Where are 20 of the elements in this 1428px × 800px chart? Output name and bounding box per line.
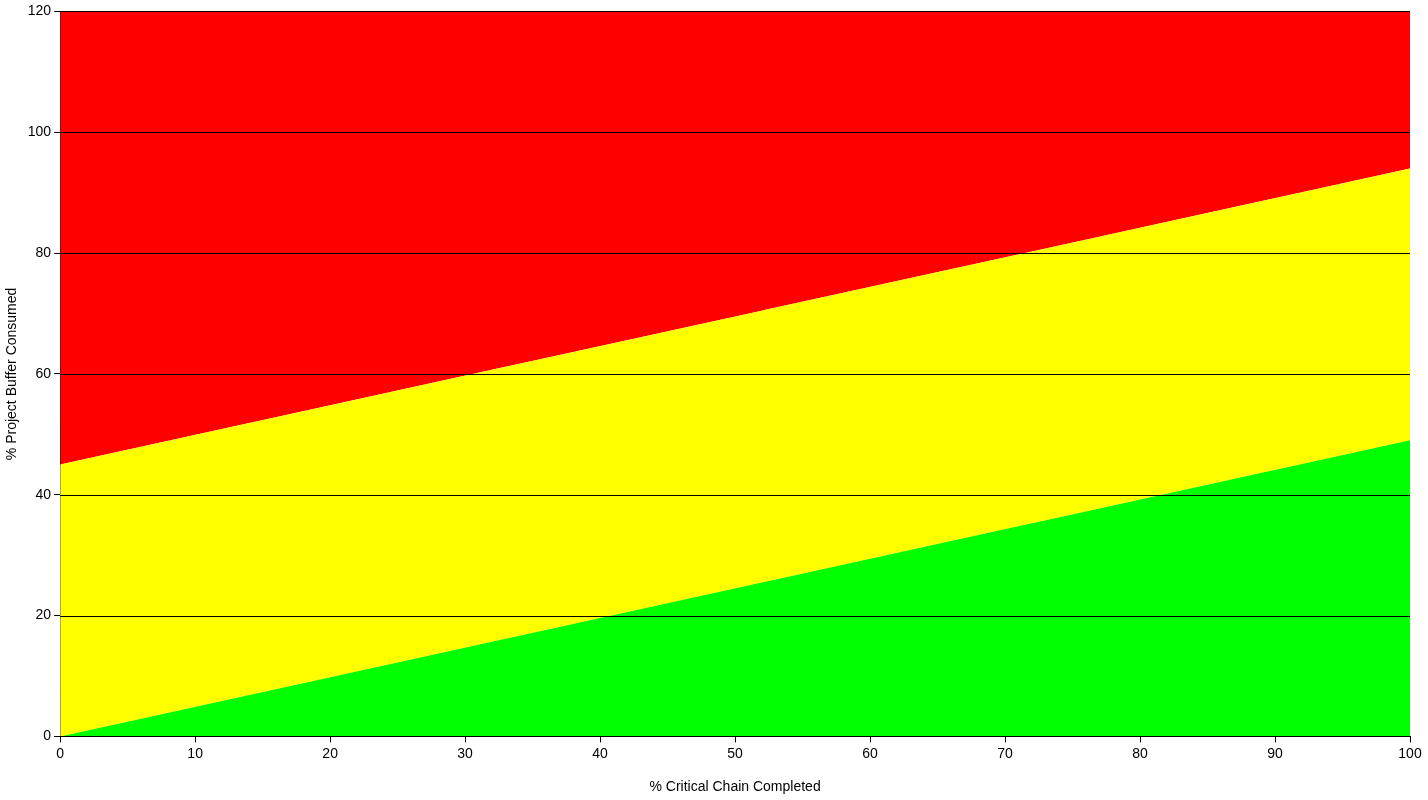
x-tick-label: 70	[997, 744, 1014, 761]
y-tick-label: 60	[35, 364, 52, 381]
x-axis-title: % Critical Chain Completed	[649, 778, 821, 795]
y-tick-label: 40	[35, 485, 52, 502]
y-tick-label: 80	[35, 243, 52, 260]
x-tick-label: 90	[1267, 744, 1284, 761]
x-tick-label: 40	[592, 744, 609, 761]
x-tick-label: 20	[322, 744, 339, 761]
x-tick-label: 30	[457, 744, 474, 761]
y-tick-label: 120	[27, 2, 52, 19]
x-tick-label: 0	[56, 744, 65, 761]
x-tick-label: 60	[862, 744, 879, 761]
x-tick-label: 50	[727, 744, 744, 761]
y-tick-label: 100	[27, 123, 52, 140]
x-tick-label: 100	[1398, 744, 1422, 761]
y-tick-label: 0	[43, 727, 52, 744]
x-tick-label: 10	[187, 744, 204, 761]
y-tick-label: 20	[35, 606, 52, 623]
y-axis-title: % Project Buffer Consumed	[3, 287, 20, 461]
x-tick-label: 80	[1132, 744, 1149, 761]
